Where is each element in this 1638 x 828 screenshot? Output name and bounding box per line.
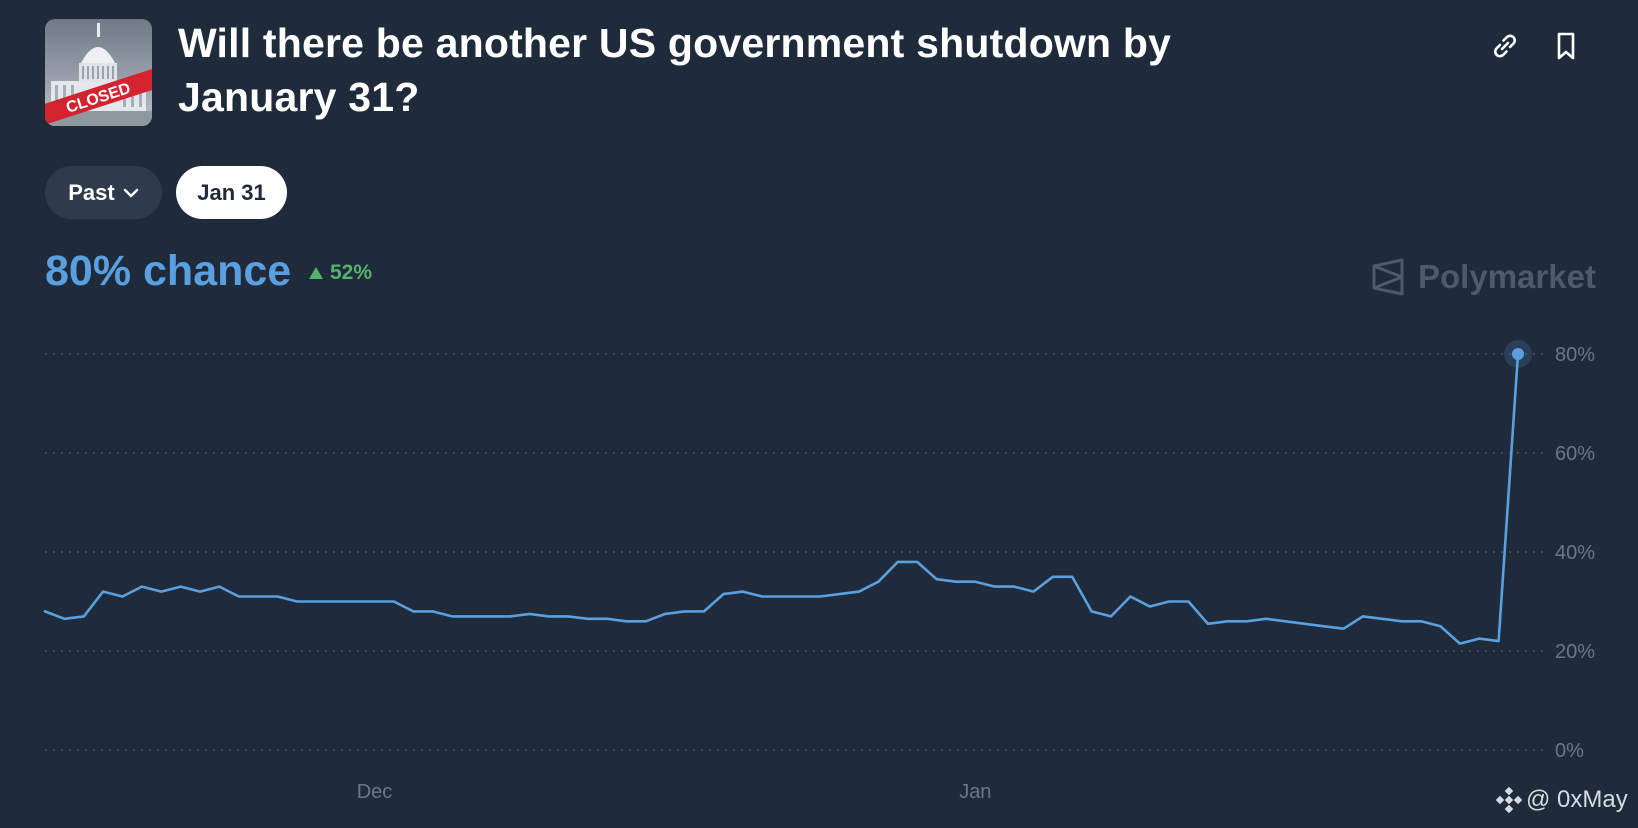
- watermark-text: @ 0xMay: [1526, 786, 1628, 813]
- brand-name: Polymarket: [1418, 258, 1596, 295]
- polymarket-logo-icon: [1372, 258, 1404, 296]
- date-filter-jan31-button[interactable]: Jan 31: [176, 166, 287, 219]
- y-tick-label-60: 60%: [1555, 443, 1595, 465]
- date-filter-label: Jan 31: [197, 179, 266, 205]
- y-tick-label-40: 40%: [1555, 542, 1595, 564]
- change-value: 52%: [330, 261, 373, 284]
- market-thumbnail: CLOSED: [45, 19, 152, 126]
- brand-logo: Polymarket: [1370, 258, 1596, 296]
- y-tick-label-0: 0%: [1555, 740, 1584, 762]
- chevron-down-icon: [123, 188, 138, 197]
- diamond-logo-icon: [1496, 787, 1522, 813]
- link-icon[interactable]: [1489, 30, 1521, 62]
- x-tick-label-jan: Jan: [959, 781, 991, 803]
- series-line-0: [43, 352, 1520, 645]
- market-title: Will there be another US government shut…: [178, 20, 1172, 120]
- past-label: Past: [68, 179, 115, 205]
- past-dropdown-button[interactable]: Past: [45, 166, 162, 219]
- watermark: @ 0xMay: [1496, 786, 1628, 814]
- x-tick-label-dec: Dec: [357, 781, 393, 803]
- change-badge: 52%: [308, 260, 372, 286]
- chance-value: 80% chance: [45, 247, 292, 295]
- bookmark-icon[interactable]: [1550, 30, 1582, 62]
- latest-point: [1512, 348, 1524, 360]
- y-tick-label-20: 20%: [1555, 641, 1595, 663]
- capitol-closed-image: CLOSED: [45, 19, 152, 126]
- y-tick-label-80: 80%: [1555, 344, 1595, 366]
- triangle-up-icon: [309, 267, 323, 279]
